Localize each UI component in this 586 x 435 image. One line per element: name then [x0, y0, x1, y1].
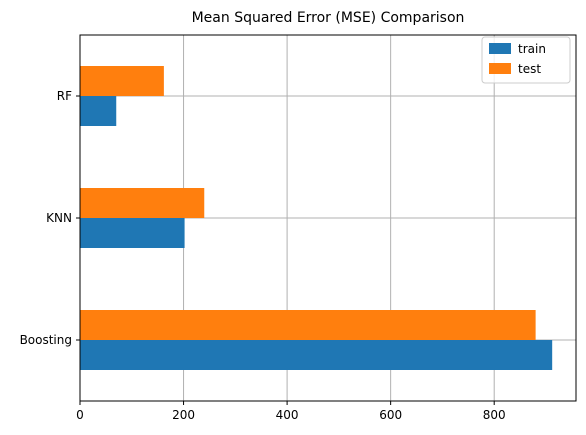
- legend: train test: [481, 36, 571, 84]
- x-tick-label: 800: [483, 408, 506, 422]
- legend-swatch-test: [489, 63, 511, 74]
- chart-title: Mean Squared Error (MSE) Comparison: [192, 10, 465, 26]
- x-tick-label: 400: [276, 408, 299, 422]
- x-tick-label: 200: [172, 408, 195, 422]
- legend-label-test: test: [518, 62, 541, 76]
- x-tick-label: 0: [76, 408, 84, 422]
- legend-label-train: train: [518, 42, 546, 56]
- y-tick-label: RF: [57, 89, 72, 103]
- bar-train-rf: [80, 96, 117, 126]
- axis-ticks: 0 200 400 600 800 Boosting KNN RF: [20, 89, 506, 422]
- bar-train-knn: [80, 218, 185, 248]
- bar-test-boosting: [80, 310, 536, 340]
- legend-swatch-train: [489, 43, 511, 54]
- bar-test-knn: [80, 188, 205, 218]
- bar-test-rf: [80, 66, 164, 96]
- bar-train-boosting: [80, 340, 553, 370]
- y-tick-label: Boosting: [20, 333, 72, 347]
- y-tick-label: KNN: [46, 211, 72, 225]
- bars: [80, 66, 553, 370]
- x-tick-label: 600: [379, 408, 402, 422]
